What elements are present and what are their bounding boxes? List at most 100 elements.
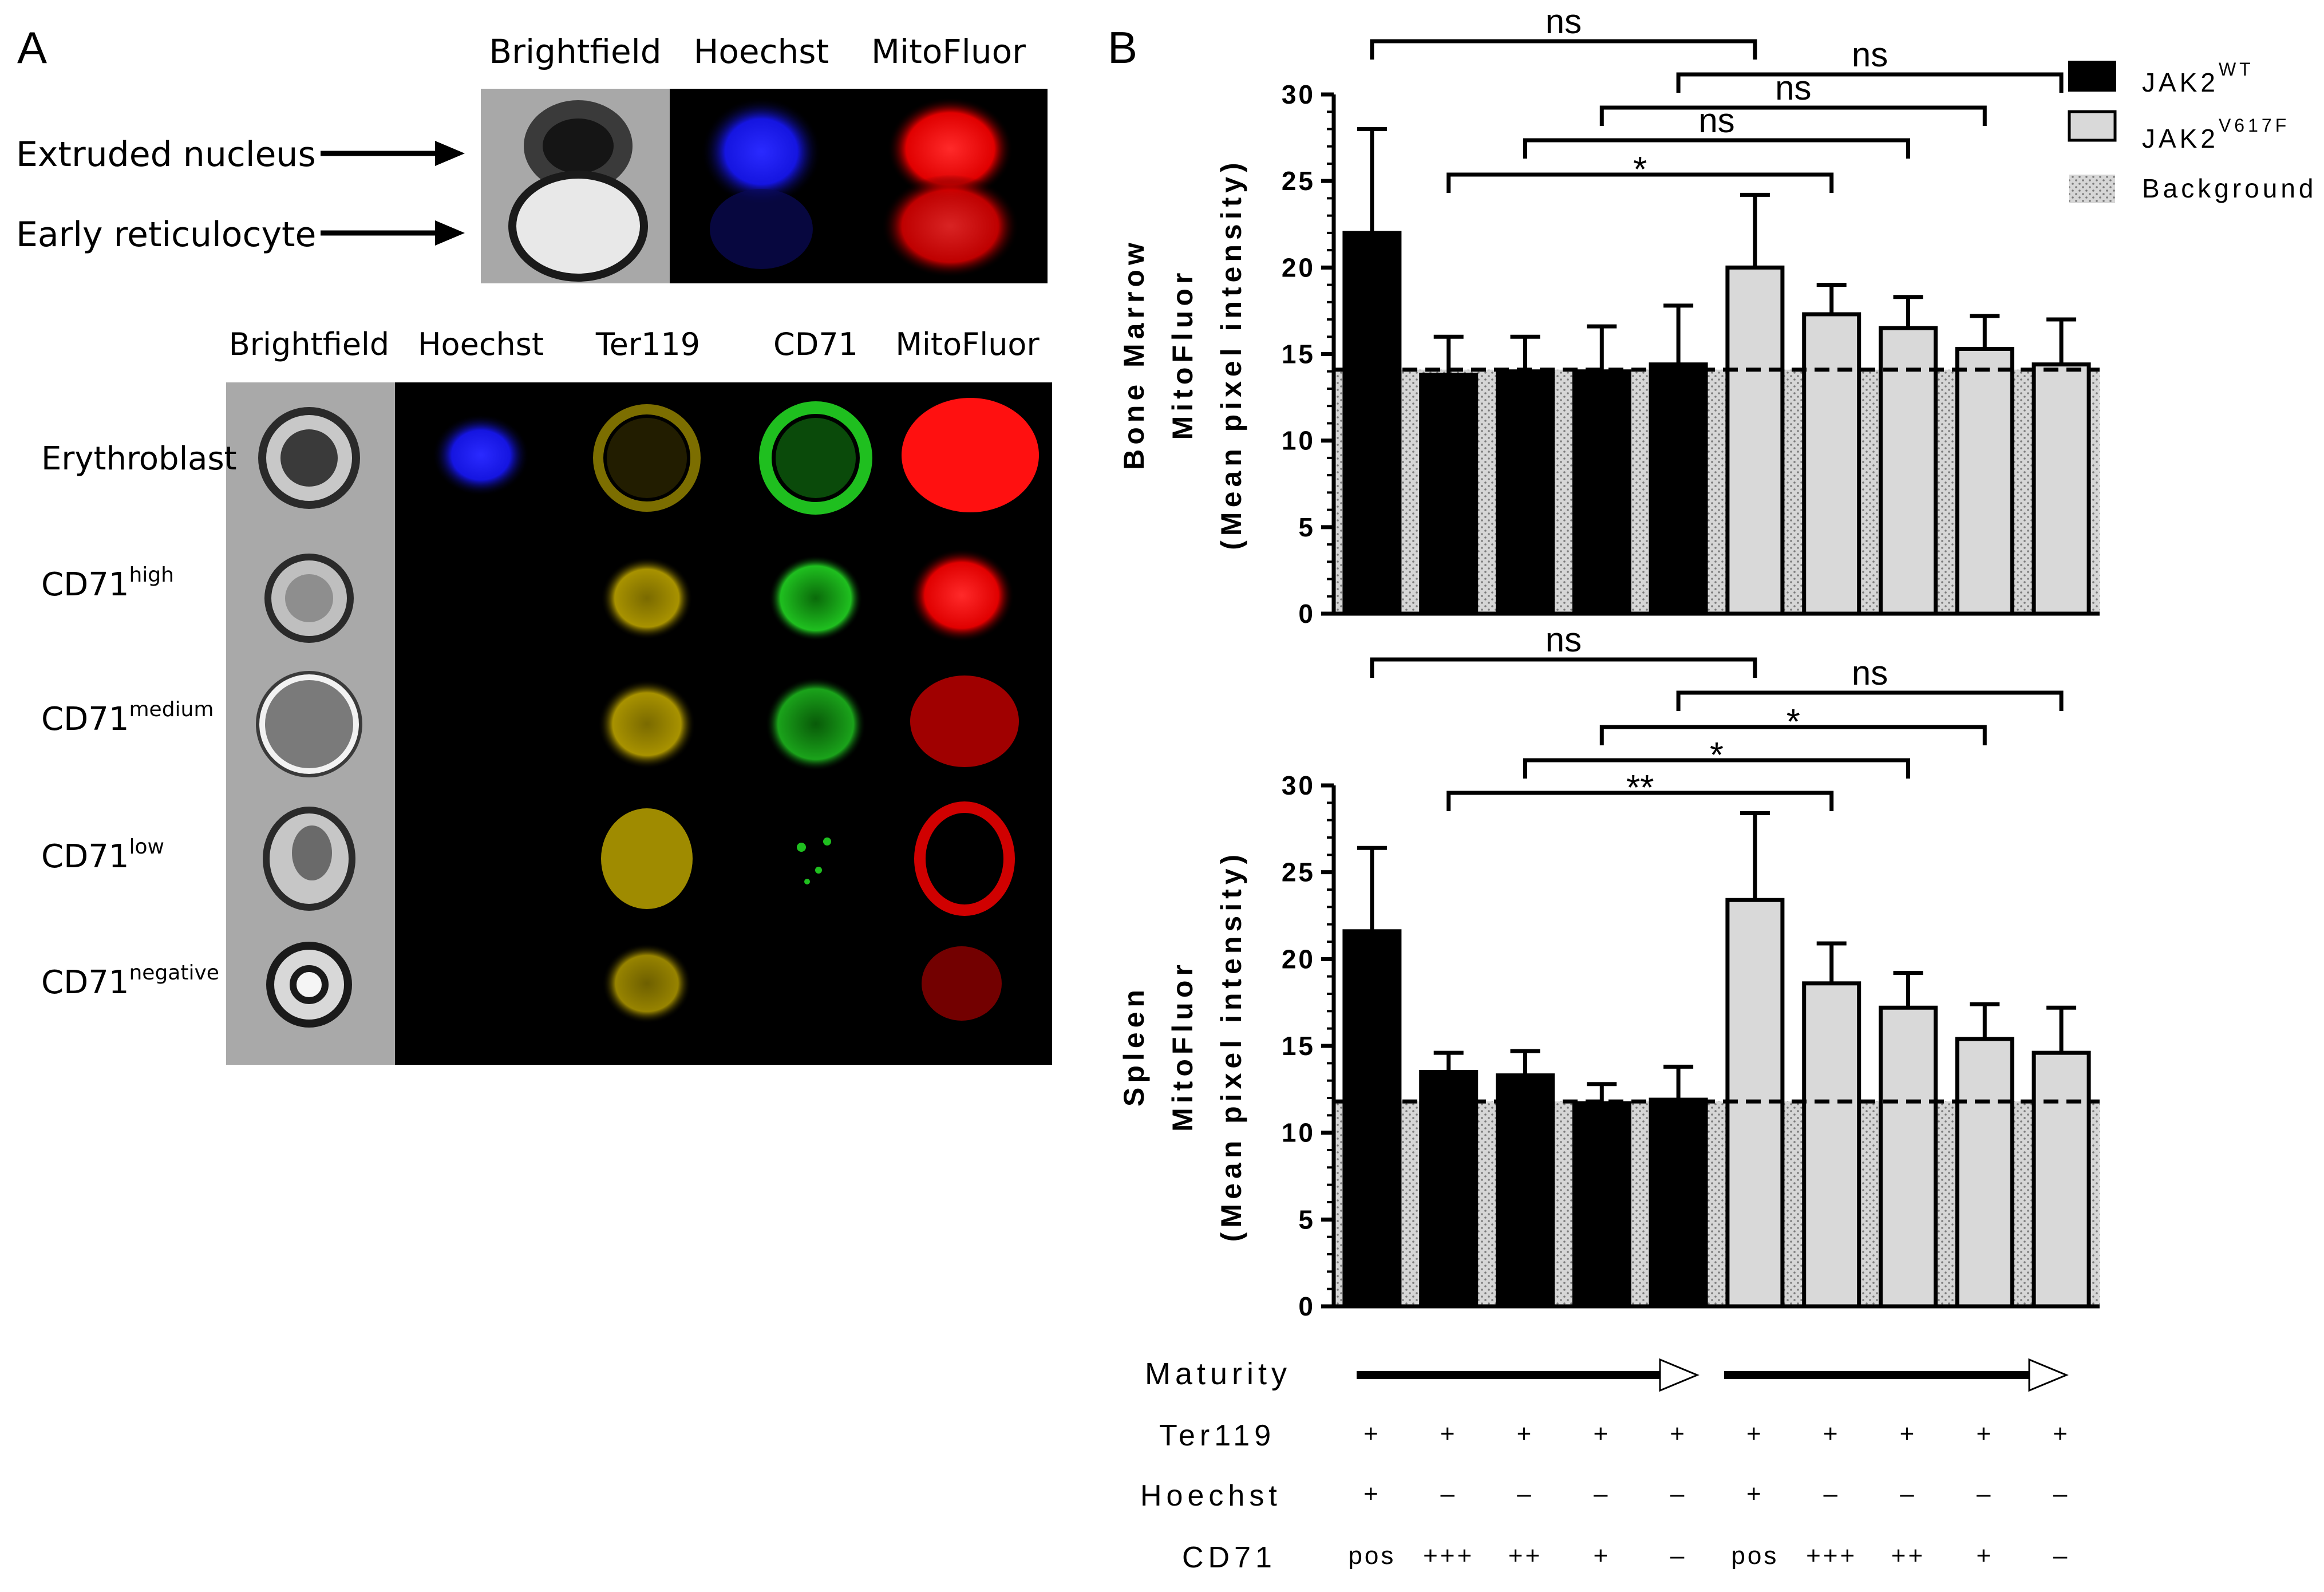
row-label-early-reticulocyte: Early reticulocyte [16, 215, 316, 255]
table-cell: + [1440, 1420, 1457, 1448]
legend-item-jak2-v617f: JAK2V617F [2068, 110, 2286, 153]
y-tick-label: 10 [1282, 1118, 1315, 1148]
marker-table: Ter119 + + + + + + + + + +Hoechst + – – – – + – – – –CD71 pos… [1140, 1419, 2070, 1574]
significance-bracket [1676, 690, 2064, 711]
bar [1572, 369, 1631, 616]
legend-item-jak2-wt: JAK2WT [2068, 59, 2251, 97]
significance-label: ns [1546, 621, 1582, 659]
image-row-erythroblast [258, 398, 1039, 515]
y-axis-label-line: Spleen [1118, 985, 1150, 1107]
y-tick-label: 25 [1282, 858, 1315, 887]
significance-label: * [1787, 702, 1800, 742]
table-cell: + [1746, 1480, 1764, 1508]
table-cell: pos [1348, 1542, 1396, 1570]
table-cell: + [1517, 1420, 1534, 1448]
table-cell: – [1440, 1480, 1456, 1508]
table-cell: + [1363, 1480, 1381, 1508]
image-row-cd71-negative [266, 942, 1002, 1028]
significance-label: ** [1626, 768, 1654, 808]
y-tick-label: 30 [1282, 771, 1315, 800]
row-label-extruded-nucleus: Extruded nucleus [16, 135, 316, 175]
top-channel-hoechst: Hoechst [694, 32, 829, 71]
significance-label: ns [1698, 101, 1734, 140]
bar [1879, 326, 1938, 616]
table-cell: + [1823, 1420, 1840, 1448]
maturity-label: Maturity [1145, 1357, 1291, 1391]
y-axis-label-line: (Mean pixel intensity) [1215, 850, 1247, 1242]
bar [1725, 265, 1785, 616]
top-channel-brightfield: Brightfield [489, 32, 661, 71]
y-axis-label-line: (Mean pixel intensity) [1215, 158, 1247, 550]
significance-bracket [1523, 138, 1910, 159]
table-cell: + [1976, 1420, 1993, 1448]
bar [2031, 362, 2091, 616]
y-tick-label: 5 [1298, 512, 1315, 542]
table-cell: ++ [1508, 1542, 1542, 1570]
table-cell: – [2053, 1542, 2069, 1570]
table-cell: +++ [1806, 1542, 1857, 1570]
image-row-cd71-medium [256, 671, 1019, 777]
arrow-early-reticulocyte [321, 220, 465, 246]
significance-label: ns [1546, 2, 1582, 41]
top-channel-mitofluor: MitoFluor [871, 32, 1026, 71]
bar [1419, 1070, 1479, 1309]
table-cell: – [1594, 1480, 1610, 1508]
bar [1496, 1073, 1555, 1309]
bottom-channel-cd71: CD71 [773, 326, 858, 362]
bar [1879, 1005, 1938, 1309]
early-reticulocyte-cell [508, 171, 648, 282]
bottom-channel-ter119: Ter119 [595, 326, 700, 362]
table-cell: ++ [1891, 1542, 1925, 1570]
table-cell: + [1670, 1420, 1687, 1448]
bottom-channel-hoechst: Hoechst [418, 326, 544, 362]
bar [1955, 1037, 2014, 1309]
top-hoechst-signal [701, 97, 821, 206]
row-label-erythroblast: Erythroblast [41, 440, 237, 477]
table-cell: + [1593, 1420, 1610, 1448]
legend-item-background: Background [2069, 173, 2317, 203]
significance-label: ns [1852, 654, 1888, 692]
table-row-label: Hoechst [1140, 1479, 1282, 1512]
row-label-cd71-high: CD71high [41, 563, 174, 603]
y-tick-label: 0 [1298, 599, 1315, 629]
top-mitofluor-signal [887, 97, 1013, 200]
y-tick-label: 20 [1282, 252, 1315, 282]
row-label-cd71-negative: CD71negative [41, 961, 219, 1001]
y-tick-label: 15 [1282, 339, 1315, 369]
panel-a: A Brightfield Hoechst MitoFluor Extruded… [16, 22, 1052, 1065]
bottom-channel-brightfield: Brightfield [229, 326, 389, 362]
y-tick-label: 25 [1282, 166, 1315, 196]
maturity-arrow-wt [1357, 1358, 1699, 1392]
significance-label: ns [1775, 69, 1811, 107]
bar [1342, 231, 1402, 616]
significance-bracket [1446, 791, 1834, 811]
svg-text:Background: Background [2142, 173, 2317, 203]
image-row-cd71-low [263, 801, 1015, 916]
table-cell: + [1900, 1420, 1917, 1448]
table-cell: – [1823, 1480, 1839, 1508]
table-cell: + [2053, 1420, 2070, 1448]
significance-bracket [1370, 657, 1757, 678]
table-cell: +++ [1423, 1542, 1474, 1570]
y-tick-label: 20 [1282, 944, 1315, 974]
bar [1955, 346, 2014, 616]
bar [1342, 929, 1402, 1309]
y-tick-label: 5 [1298, 1204, 1315, 1234]
table-row-label: CD71 [1182, 1541, 1276, 1574]
y-tick-label: 0 [1298, 1291, 1315, 1321]
table-cell: + [1746, 1420, 1764, 1448]
table-cell: – [1517, 1480, 1533, 1508]
row-label-cd71-low: CD71low [41, 835, 164, 875]
table-cell: + [1593, 1542, 1610, 1570]
maturity-row: Maturity [1145, 1357, 2069, 1392]
panel-b-letter: B [1108, 22, 1137, 73]
significance-bracket [1599, 725, 1987, 745]
arrow-extruded-nucleus [321, 141, 465, 166]
panel-a-letter: A [17, 22, 47, 73]
significance-bracket [1370, 39, 1757, 60]
table-row-label: Ter119 [1159, 1419, 1275, 1452]
table-cell: – [1977, 1480, 1993, 1508]
bar [2031, 1050, 2091, 1309]
table-cell: – [2053, 1480, 2069, 1508]
